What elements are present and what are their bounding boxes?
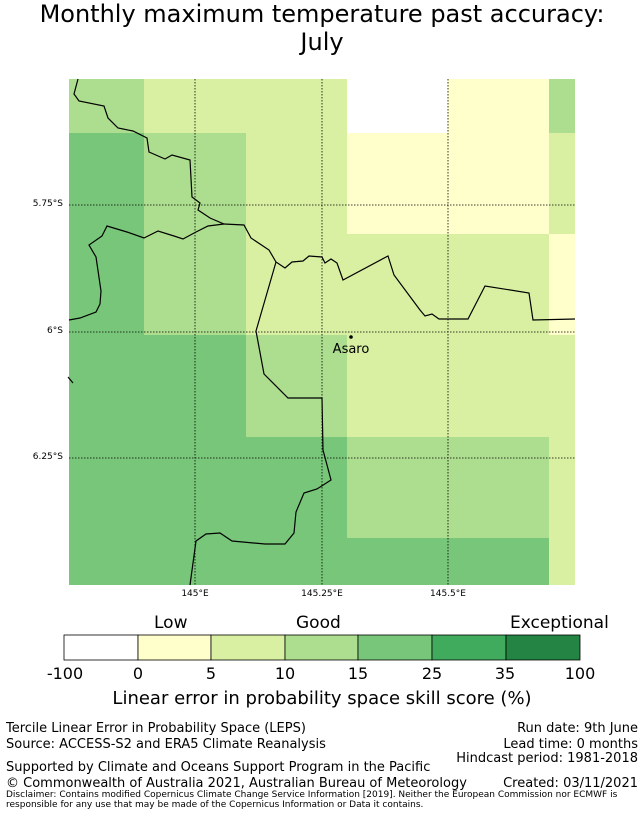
lon-tick: 145.25°E [301,589,343,599]
grid-cell [549,234,575,335]
colorbar-tick: 15 [347,664,369,683]
colorbar-tick: 35 [494,664,516,683]
grid-cell [69,335,144,437]
grid-cell [448,437,549,538]
grid-cell [69,437,144,538]
grid-cell [69,234,144,335]
colorbar-label: Linear error in probability space skill … [112,688,532,709]
footer-created: Created: 03/11/2021 [503,776,638,791]
colorbar-tick: 0 [132,664,144,683]
colorbar-tick: 10 [274,664,296,683]
skill-grid [69,79,575,585]
lon-tick: 145.5°E [430,589,466,599]
asaro-label: Asaro [333,342,370,357]
skill-map: Asaro [67,78,576,586]
grid-cell [69,79,144,133]
category-exceptional: Exceptional [510,613,609,633]
location-marker: Asaro [333,335,370,357]
grid-cell [69,538,144,585]
grid-cell [549,79,575,133]
footer-support: Supported by Climate and Oceans Support … [6,760,431,775]
colorbar-segment [284,634,359,661]
grid-cell [549,437,575,538]
category-low: Low [154,613,188,633]
grid-cell-nodata [347,79,448,133]
lat-tick: 5.75°S [32,199,63,209]
colorbar-tick: 100 [564,664,596,683]
colorbar-segment [505,634,581,661]
province-border-south [68,223,225,321]
footer-method: Tercile Linear Error in Probability Spac… [6,721,306,736]
grid-cell [246,79,347,133]
category-good: Good [296,613,341,633]
grid-cell [246,437,347,538]
grid-cell [347,234,448,335]
grid-cell [347,437,448,538]
title-line-2: July [300,28,344,56]
grid-cell [347,335,448,437]
footer-copyright: © Commonwealth of Australia 2021, Austra… [6,776,467,791]
asaro-point [349,335,353,339]
lat-tick: 6°S [47,326,63,336]
grid-cell [347,538,448,585]
grid-cell [549,538,575,585]
colorbar [63,634,581,661]
footer-disclaimer: Disclaimer: Contains modified Copernicus… [6,790,618,810]
lon-tick: 145°E [181,589,209,599]
lat-tick: 6.25°S [32,452,63,462]
grid-cell [448,133,549,234]
grid-cell [549,335,575,437]
borders [67,78,576,586]
colorbar-tick: 25 [421,664,443,683]
colorbar-segment [63,634,139,661]
colorbar-tick: -100 [46,664,84,683]
province-border-central [189,261,332,586]
colorbar-segment [431,634,507,661]
grid-cell [448,79,549,133]
colorbar-segment [357,634,433,661]
footer-hindcast: Hindcast period: 1981-2018 [456,751,638,766]
grid-cell [246,133,347,234]
grid-cell [246,538,347,585]
colorbar-tick: 5 [205,664,217,683]
colorbar-segment [210,634,286,661]
title-line-1: Monthly maximum temperature past accurac… [39,0,605,28]
grid-cell [448,335,549,437]
map-title: Monthly maximum temperature past accurac… [0,0,644,56]
gridlines [69,79,575,585]
grid-cell [448,538,549,585]
grid-cell [549,133,575,234]
grid-cell [246,234,347,335]
footer-source: Source: ACCESS-S2 and ERA5 Climate Reana… [6,737,326,752]
footer-run-date: Run date: 9th June [517,721,638,736]
coast-fragment [67,376,74,384]
footer-lead-time: Lead time: 0 months [503,737,638,752]
colorbar-segments [63,634,581,661]
grid-cell [69,133,144,234]
colorbar-segment [137,634,212,661]
grid-cell [347,133,448,234]
grid-cell [246,335,347,437]
